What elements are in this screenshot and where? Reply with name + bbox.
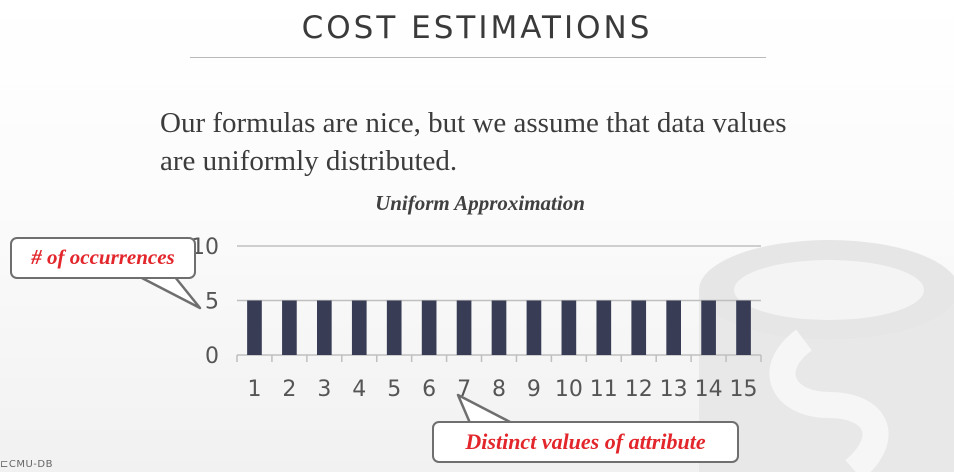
x-tick-label: 4 [352,377,366,402]
x-tick-label: 2 [282,377,296,402]
bar-2 [282,300,297,355]
x-tick-label: 5 [387,377,401,402]
y-tick-label: 0 [205,344,219,369]
bar-10 [561,300,577,355]
distinct-values-callout: Distinct values of attribute [432,421,739,463]
y-tick-label: 5 [205,290,219,315]
bar-11 [596,300,612,355]
bar-4 [351,300,367,355]
x-tick-label: 3 [317,377,331,402]
x-tick-label: 13 [660,377,688,402]
cmu-db-footer-logo: ⊏CMU-DB [0,459,53,470]
occurrences-callout: # of occurrences [10,237,196,279]
bar-15 [736,300,751,355]
bar-7 [456,300,472,355]
distinct-values-callout-pointer [456,393,514,425]
x-tick-label: 6 [422,377,436,402]
x-tick-label: 11 [590,377,618,402]
x-tick-label: 14 [695,377,723,402]
title-divider [190,57,766,58]
x-tick-label: 1 [247,377,261,402]
x-tick-label: 12 [625,377,653,402]
x-tick-label: 10 [555,377,583,402]
occurrences-callout-pointer [138,275,202,310]
x-tick-label: 9 [527,377,541,402]
bar-12 [631,300,647,355]
x-tick-label: 8 [492,377,506,402]
database-logo-watermark-icon [699,240,954,472]
bar-5 [386,300,402,355]
bar-9 [526,300,542,355]
bar-14 [701,300,716,355]
body-text: Our formulas are nice, but we assume tha… [160,107,787,177]
bar-1 [247,300,262,355]
slide-title: COST ESTIMATIONS [301,10,653,46]
bar-13 [666,300,682,355]
bar-3 [316,300,332,355]
x-tick-label: 15 [730,377,758,402]
bar-6 [421,300,437,355]
bar-8 [491,300,507,355]
chart-title: Uniform Approximation [375,191,585,215]
